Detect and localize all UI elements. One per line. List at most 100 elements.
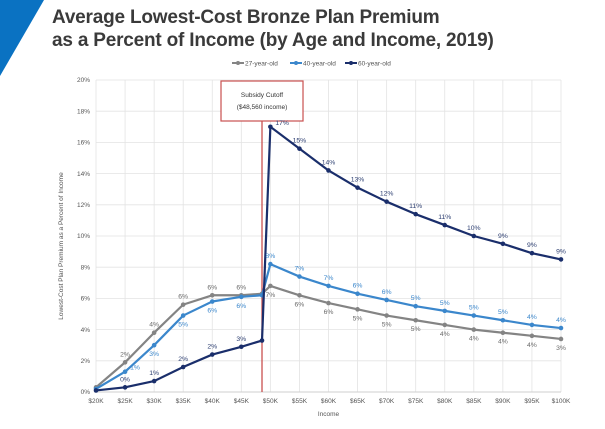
data-point [558,336,564,342]
x-tick-label: $95K [524,398,540,405]
data-label: 5% [382,322,392,329]
data-point [384,313,389,318]
data-point [326,283,331,289]
data-label: 6% [353,283,363,290]
data-label: 7% [265,292,275,299]
data-point [442,308,448,314]
data-point [268,283,273,289]
data-label: 7% [324,275,334,282]
data-point [442,222,448,228]
chart-title: Average Lowest-Cost Bronze Plan Premium … [52,6,494,52]
cutoff-box [220,80,304,122]
data-label: 4% [440,331,450,338]
data-label: 8% [265,253,275,260]
data-label: 6% [382,289,392,296]
y-axis-ticks: 0% 2% 4% 6% 8% 10% 12% 14% 16% 18% 20% [77,77,90,396]
legend: 27-year-old 40-year-old 60-year-old [232,60,391,67]
legend-label: 27-year-old [245,60,278,67]
data-point [239,344,244,350]
data-label: 4% [149,322,159,329]
legend-swatch-marker [294,61,298,65]
x-axis-title: Income [318,411,340,418]
title-line-2: as a Percent of Income (by Age and Incom… [52,30,494,51]
data-label: 9% [556,248,566,255]
x-tick-label: $65K [350,398,366,405]
data-point [93,388,99,393]
x-tick-label: $80K [437,398,453,405]
data-point [151,378,157,384]
data-label: 2% [178,356,188,363]
data-point [297,146,302,151]
y-tick-label: 12% [77,202,90,209]
data-label: 6% [178,294,188,301]
x-tick-label: $55K [292,398,308,405]
legend-swatch-marker [236,61,240,65]
data-point [558,325,564,331]
data-label: 9% [527,242,537,249]
data-label: 11% [409,203,422,210]
data-point [500,317,506,323]
cutoff-label-line-2: ($48,560 income) [237,104,288,111]
data-point [297,274,302,279]
data-label: 5% [469,305,479,312]
data-point [268,261,273,267]
x-tick-label: $90K [495,398,511,405]
data-labels: 2% 4% 6% 6% 6% 7% 6% 6% 5% 5% 5% 4% 4% 4% 4% 3% 1% 3% 5% 6%… [120,120,566,384]
series-lines [93,124,564,393]
x-axis-ticks: $20K $25K $30K $35K $40K $45K $50K $55K $60K $65K… [88,398,571,405]
x-tick-label: $85K [466,398,482,405]
data-label: 12% [380,191,394,198]
series-line-40-year-old [95,262,562,390]
data-point [122,369,128,375]
data-label: 0% [120,376,130,383]
title-line-1: Average Lowest-Cost Bronze Plan Premium [52,7,440,28]
data-point [355,291,360,297]
data-point [413,211,418,217]
data-label: 6% [324,309,334,316]
data-point [529,250,535,256]
data-label: 1% [149,370,159,377]
data-point [471,313,477,318]
data-point [209,299,215,304]
data-label: 6% [295,301,305,308]
data-label: 6% [236,303,246,310]
data-label: 5% [498,309,508,316]
data-label: 9% [498,233,508,240]
y-tick-label: 6% [81,296,91,303]
data-label: 7% [295,266,305,273]
y-tick-label: 14% [77,171,90,178]
x-tick-label: $30K [147,398,163,405]
data-label: 4% [527,342,537,349]
data-point [355,307,360,312]
data-label: 3% [556,345,566,352]
data-label: 5% [411,295,421,302]
data-point [413,317,418,323]
data-label: 3% [236,336,246,343]
data-point [209,292,215,298]
y-tick-label: 10% [77,233,90,240]
y-axis-title: Lowest-Cost Plan Premium as a Percent of… [58,172,65,320]
data-label: 6% [236,284,246,291]
data-label: 4% [498,339,508,346]
x-tick-label: $25K [117,398,133,405]
data-point [180,364,186,370]
x-tick-label: $20K [88,398,104,405]
data-label: 10% [467,225,481,232]
data-point [355,185,360,190]
data-label: 5% [440,300,450,307]
corner-triangle-shape [0,0,44,76]
y-tick-label: 2% [81,358,91,365]
legend-label: 60-year-old [358,60,391,67]
data-point [471,327,477,332]
data-point [529,322,535,328]
data-point [558,257,564,262]
x-tick-label: $75K [408,398,424,405]
x-tick-label: $45K [234,398,250,405]
x-tick-label: $50K [263,398,279,405]
x-tick-label: $35K [176,398,192,405]
subsidy-cutoff-annotation: Subsidy Cutoff ($48,560 income) [220,80,304,392]
data-point [384,199,389,204]
data-label: 4% [527,314,537,321]
data-point [259,338,265,343]
